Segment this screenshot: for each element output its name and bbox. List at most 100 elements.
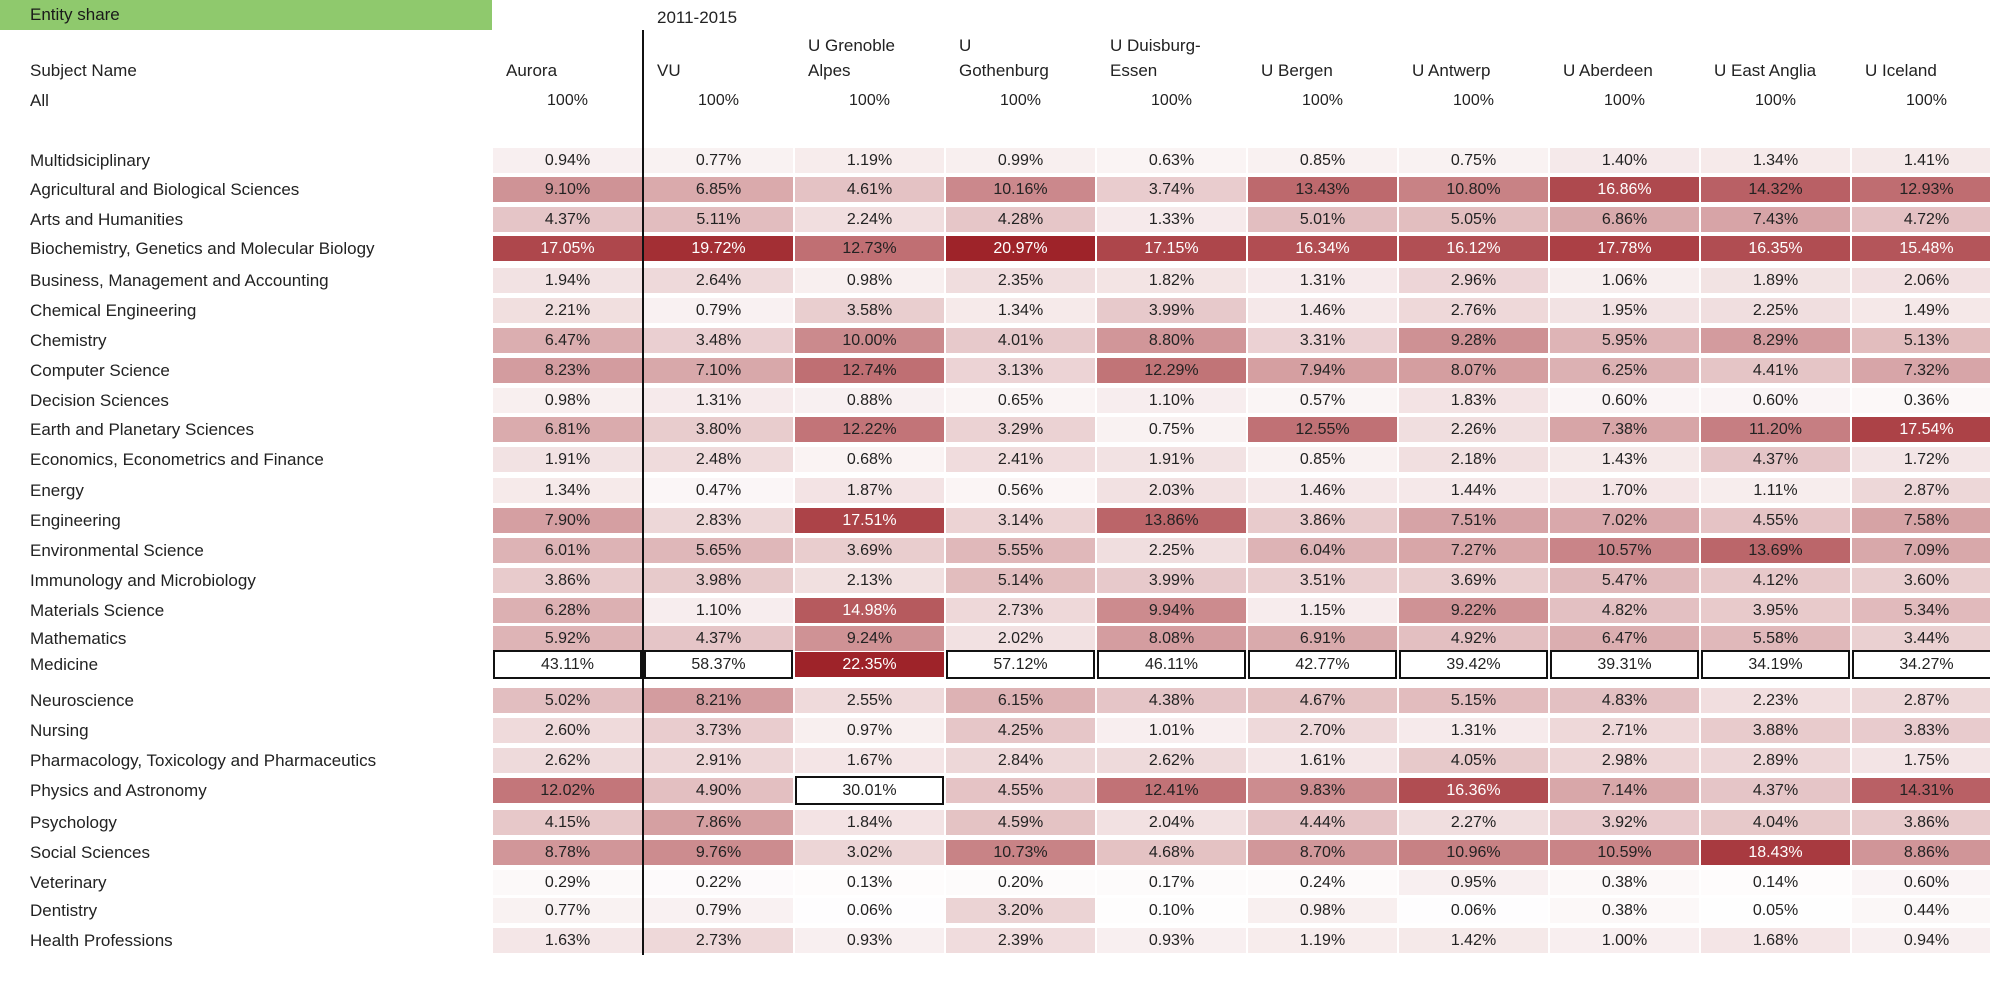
- column-header-label: U Bergen: [1261, 61, 1333, 80]
- heatmap-cell: 1.10%: [644, 598, 793, 623]
- heatmap-cell: 9.24%: [795, 626, 944, 651]
- heatmap-cell: 6.81%: [493, 417, 642, 442]
- column-header-line1: U Duisburg-: [1110, 36, 1201, 55]
- heatmap-cell: 5.92%: [493, 626, 642, 651]
- heatmap-cell: 4.83%: [1550, 688, 1699, 713]
- all-row-value: 100%: [547, 92, 588, 109]
- heatmap-cell: 3.20%: [946, 898, 1095, 923]
- row-label: Pharmacology, Toxicology and Pharmaceuti…: [30, 751, 377, 770]
- heatmap-cell: 3.99%: [1097, 568, 1246, 593]
- heatmap-cell: 0.75%: [1097, 417, 1246, 442]
- heatmap-cell: 0.99%: [946, 148, 1095, 173]
- heatmap-cell: 2.60%: [493, 718, 642, 743]
- heatmap-cell: 3.88%: [1701, 718, 1850, 743]
- heatmap-cell: 1.87%: [795, 478, 944, 503]
- heatmap-cell: 3.83%: [1852, 718, 1990, 743]
- heatmap-cell: 1.70%: [1550, 478, 1699, 503]
- heatmap-cell: 2.73%: [644, 928, 793, 953]
- all-row-value: 100%: [1755, 92, 1796, 109]
- heatmap-cell: 0.95%: [1399, 870, 1548, 895]
- all-row-value: 100%: [1453, 92, 1494, 109]
- heatmap-cell: 8.70%: [1248, 840, 1397, 865]
- heatmap-cell: 39.42%: [1399, 650, 1548, 679]
- row-label: Neuroscience: [30, 691, 134, 710]
- heatmap-cell: 6.04%: [1248, 538, 1397, 563]
- heatmap-cell: 1.31%: [644, 388, 793, 413]
- heatmap-cell: 7.90%: [493, 508, 642, 533]
- heatmap-cell: 1.49%: [1852, 298, 1990, 323]
- column-header-label: U East Anglia: [1714, 61, 1817, 80]
- heatmap-cell: 2.21%: [493, 298, 642, 323]
- heatmap-cell: 0.36%: [1852, 388, 1990, 413]
- heatmap-cell: 4.37%: [1701, 447, 1850, 472]
- heatmap-cell: 9.22%: [1399, 598, 1548, 623]
- heatmap-cell: 12.29%: [1097, 358, 1246, 383]
- column-header-label: Essen: [1110, 61, 1158, 80]
- heatmap-cell: 5.14%: [946, 568, 1095, 593]
- row-label: Health Professions: [30, 931, 173, 950]
- heatmap-cell: 2.04%: [1097, 810, 1246, 835]
- heatmap-cell: 43.11%: [493, 650, 642, 679]
- heatmap-cell: 4.92%: [1399, 626, 1548, 651]
- heatmap-cell: 58.37%: [644, 650, 793, 679]
- heatmap-cell: 4.90%: [644, 778, 793, 803]
- heatmap-cell: 2.55%: [795, 688, 944, 713]
- heatmap-cell: 10.16%: [946, 177, 1095, 202]
- heatmap-cell: 8.78%: [493, 840, 642, 865]
- heatmap-cell: 0.14%: [1701, 870, 1850, 895]
- heatmap-cell: 0.60%: [1550, 388, 1699, 413]
- heatmap-cell: 1.40%: [1550, 148, 1699, 173]
- heatmap-cell: 1.06%: [1550, 268, 1699, 293]
- row-label: Earth and Planetary Sciences: [30, 420, 254, 439]
- heatmap-cell: 2.87%: [1852, 478, 1990, 503]
- heatmap-cell: 4.15%: [493, 810, 642, 835]
- row-label: Engineering: [30, 511, 121, 530]
- heatmap-cell: 4.68%: [1097, 840, 1246, 865]
- heatmap-cell: 2.39%: [946, 928, 1095, 953]
- heatmap-cell: 1.63%: [493, 928, 642, 953]
- heatmap-cell: 1.34%: [1701, 148, 1850, 173]
- heatmap-cell: 4.72%: [1852, 207, 1990, 232]
- heatmap-cell: 6.85%: [644, 177, 793, 202]
- heatmap-cell: 0.77%: [644, 148, 793, 173]
- heatmap-cell: 8.23%: [493, 358, 642, 383]
- all-row-value: 100%: [1302, 92, 1343, 109]
- heatmap-cell: 9.94%: [1097, 598, 1246, 623]
- sheet-title[interactable]: Entity share: [0, 0, 492, 30]
- heatmap-cell: 2.23%: [1701, 688, 1850, 713]
- heatmap-cell: 11.20%: [1701, 417, 1850, 442]
- heatmap-cell: 18.43%: [1701, 840, 1850, 865]
- heatmap-cell: 4.28%: [946, 207, 1095, 232]
- heatmap-cell: 5.02%: [493, 688, 642, 713]
- row-label: Business, Management and Accounting: [30, 271, 329, 290]
- all-row-value: 100%: [1000, 92, 1041, 109]
- heatmap-cell: 10.96%: [1399, 840, 1548, 865]
- heatmap-cell: 1.44%: [1399, 478, 1548, 503]
- row-label: Social Sciences: [30, 843, 151, 862]
- heatmap-cell: 1.11%: [1701, 478, 1850, 503]
- heatmap-cell: 2.89%: [1701, 748, 1850, 773]
- heatmap-cell: 2.84%: [946, 748, 1095, 773]
- heatmap-cell: 2.70%: [1248, 718, 1397, 743]
- heatmap-cell: 4.12%: [1701, 568, 1850, 593]
- heatmap-cell: 5.11%: [644, 207, 793, 232]
- heatmap-cell: 5.05%: [1399, 207, 1548, 232]
- heatmap-cell: 2.25%: [1097, 538, 1246, 563]
- heatmap-cell: 0.85%: [1248, 148, 1397, 173]
- row-label: Environmental Science: [30, 541, 204, 560]
- heatmap-cell: 1.33%: [1097, 207, 1246, 232]
- heatmap-cell: 6.47%: [1550, 626, 1699, 651]
- heatmap-cell: 0.44%: [1852, 898, 1990, 923]
- heatmap-cell: 3.73%: [644, 718, 793, 743]
- heatmap-cell: 0.98%: [795, 268, 944, 293]
- heatmap-cell: 0.94%: [493, 148, 642, 173]
- heatmap-cell: 0.98%: [1248, 898, 1397, 923]
- heatmap-cell: 1.72%: [1852, 447, 1990, 472]
- heatmap-cell: 3.86%: [1852, 810, 1990, 835]
- heatmap-cell: 22.35%: [795, 652, 944, 677]
- heatmap-cell: 4.04%: [1701, 810, 1850, 835]
- heatmap-cell: 1.34%: [946, 298, 1095, 323]
- row-label: Biochemistry, Genetics and Molecular Bio…: [30, 239, 375, 258]
- row-label: Computer Science: [30, 361, 170, 380]
- heatmap-cell: 30.01%: [795, 776, 944, 805]
